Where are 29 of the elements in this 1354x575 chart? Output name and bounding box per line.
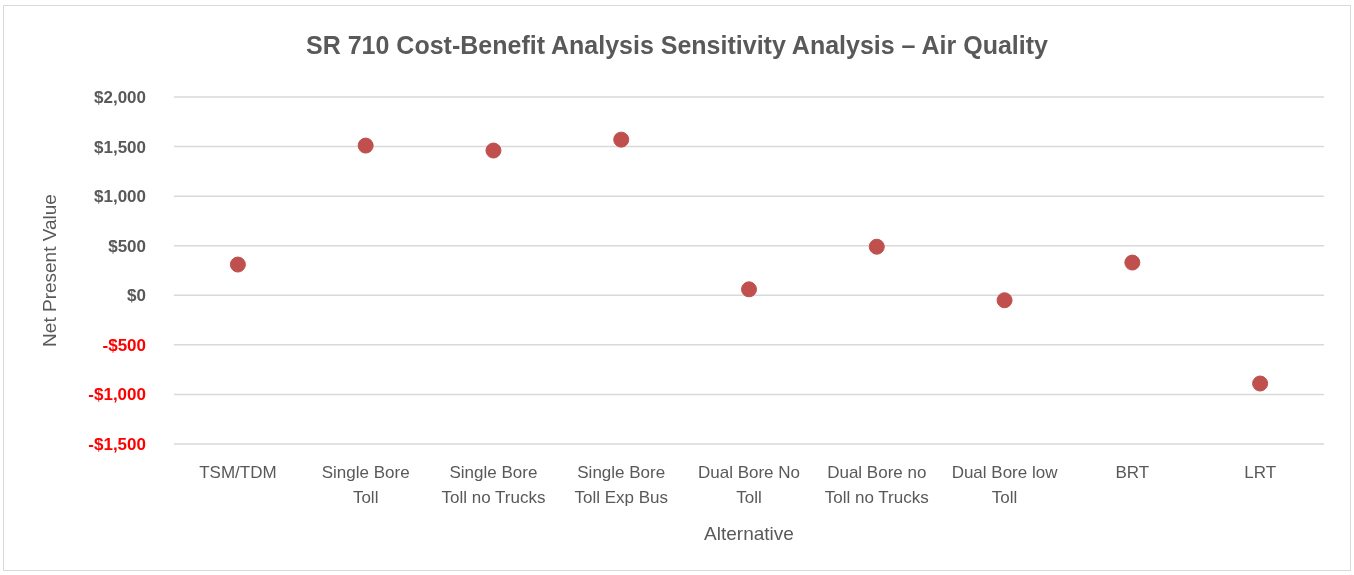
chart-title: SR 710 Cost-Benefit Analysis Sensitivity Analysis – Air Quality [306,31,1049,59]
x-tick-label: Single Bore Toll Exp Bus [574,463,668,507]
y-axis-title: Net Present Value [39,194,60,347]
point [485,142,502,159]
y-tick-label: -$500 [102,335,146,355]
x-tick-label: Dual Bore no Toll no Trucks [824,463,929,507]
x-tick-label: LRT [1244,463,1277,482]
y-tick-label: $2,000 [94,87,146,107]
x-tick-label: Single Bore Toll [321,463,410,507]
y-tick-label: $500 [108,236,146,256]
y-tick-label: $1,000 [94,187,146,207]
x-tick-label: Dual Bore No Toll [697,463,801,507]
point [229,256,246,273]
x-tick-label: TSM/TDM [199,463,277,482]
point [741,281,757,298]
x-tick-label: BRT [1115,463,1150,482]
y-tick-label: $1,500 [94,137,146,157]
point [1252,375,1269,392]
point [1124,254,1141,271]
x-axis-title: Alternative [704,523,794,544]
point [868,238,885,255]
point [613,131,630,148]
x-tick-label: Dual Bore low Toll [951,463,1059,507]
x-tick-label: Single Bore Toll no Trucks [441,463,546,507]
point [996,292,1013,309]
y-tick-label: $0 [127,286,146,306]
y-tick-label: -$1,500 [88,434,146,454]
y-tick-label: -$1,000 [88,385,146,405]
point [357,137,374,154]
